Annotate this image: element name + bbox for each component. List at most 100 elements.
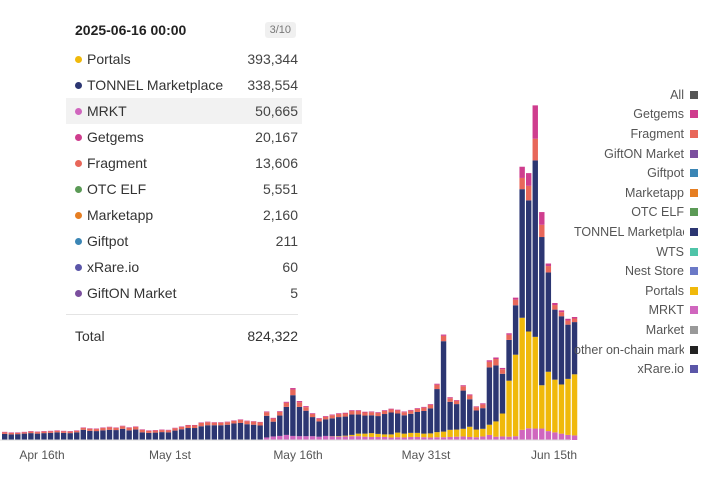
bar-segment[interactable] bbox=[349, 410, 355, 415]
bar-segment[interactable] bbox=[264, 411, 270, 413]
bar-segment[interactable] bbox=[21, 431, 28, 433]
bar-segment[interactable] bbox=[290, 435, 296, 440]
bar-segment[interactable] bbox=[512, 354, 519, 437]
bar-segment[interactable] bbox=[211, 422, 217, 423]
bar-segment[interactable] bbox=[414, 436, 421, 440]
bar-segment[interactable] bbox=[427, 408, 434, 434]
bar-segment[interactable] bbox=[434, 383, 440, 385]
bar-segment[interactable] bbox=[552, 309, 558, 380]
bar-segment[interactable] bbox=[28, 433, 34, 440]
bar-segment[interactable] bbox=[401, 437, 407, 440]
bar-segment[interactable] bbox=[185, 425, 191, 429]
bar-segment[interactable] bbox=[368, 436, 375, 440]
bar-segment[interactable] bbox=[512, 299, 519, 306]
bar-segment[interactable] bbox=[250, 421, 257, 425]
bar-segment[interactable] bbox=[453, 400, 460, 401]
bar-segment[interactable] bbox=[178, 427, 185, 430]
bar-segment[interactable] bbox=[395, 409, 401, 411]
bar-segment[interactable] bbox=[139, 432, 145, 440]
bar-segment[interactable] bbox=[506, 334, 512, 340]
bar-segment[interactable] bbox=[2, 431, 8, 433]
bar-segment[interactable] bbox=[342, 412, 348, 414]
bar-segment[interactable] bbox=[355, 410, 362, 411]
bar-segment[interactable] bbox=[545, 266, 552, 273]
bar-segment[interactable] bbox=[565, 324, 571, 379]
bar-segment[interactable] bbox=[113, 428, 119, 431]
bar-segment[interactable] bbox=[336, 413, 342, 415]
bar-segment[interactable] bbox=[526, 428, 532, 440]
bar-segment[interactable] bbox=[303, 410, 309, 437]
bar-segment[interactable] bbox=[126, 427, 132, 428]
bar-segment[interactable] bbox=[119, 428, 126, 440]
bar-segment[interactable] bbox=[493, 421, 499, 437]
bar-segment[interactable] bbox=[467, 426, 473, 437]
bar-segment[interactable] bbox=[87, 430, 93, 440]
legend-item[interactable]: Portals bbox=[560, 281, 704, 301]
bar-segment[interactable] bbox=[539, 212, 545, 225]
bar-segment[interactable] bbox=[277, 435, 283, 440]
bar-segment[interactable] bbox=[139, 429, 145, 430]
bar-segment[interactable] bbox=[322, 435, 329, 440]
bar-segment[interactable] bbox=[290, 389, 296, 396]
bar-segment[interactable] bbox=[447, 436, 453, 440]
bar-segment[interactable] bbox=[205, 421, 211, 423]
bar-segment[interactable] bbox=[54, 430, 60, 431]
bar-segment[interactable] bbox=[159, 432, 165, 440]
bar-segment[interactable] bbox=[316, 418, 322, 422]
bar-segment[interactable] bbox=[329, 418, 335, 437]
bar-segment[interactable] bbox=[87, 428, 93, 431]
bar-segment[interactable] bbox=[453, 429, 460, 437]
bar-segment[interactable] bbox=[67, 433, 73, 440]
bar-segment[interactable] bbox=[388, 437, 394, 440]
bar-segment[interactable] bbox=[15, 434, 21, 440]
bar-segment[interactable] bbox=[316, 421, 322, 437]
bar-segment[interactable] bbox=[296, 406, 303, 437]
bar-segment[interactable] bbox=[362, 411, 368, 413]
bar-segment[interactable] bbox=[532, 138, 538, 161]
bar-segment[interactable] bbox=[119, 425, 126, 427]
bar-segment[interactable] bbox=[15, 432, 21, 433]
bar-segment[interactable] bbox=[41, 433, 47, 440]
bar-segment[interactable] bbox=[316, 436, 322, 440]
bar-segment[interactable] bbox=[172, 430, 178, 440]
bar-segment[interactable] bbox=[322, 416, 329, 420]
bar-segment[interactable] bbox=[165, 432, 172, 440]
bar-segment[interactable] bbox=[146, 430, 152, 431]
bar-segment[interactable] bbox=[34, 433, 41, 440]
bar-segment[interactable] bbox=[486, 424, 493, 435]
bar-segment[interactable] bbox=[8, 434, 14, 440]
bar-segment[interactable] bbox=[191, 428, 198, 440]
bar-segment[interactable] bbox=[408, 432, 414, 437]
bar-segment[interactable] bbox=[362, 415, 368, 434]
bar-segment[interactable] bbox=[283, 406, 290, 435]
bar-segment[interactable] bbox=[571, 435, 578, 440]
bar-segment[interactable] bbox=[28, 431, 34, 434]
bar-segment[interactable] bbox=[558, 384, 565, 434]
bar-segment[interactable] bbox=[565, 318, 571, 321]
bar-segment[interactable] bbox=[349, 434, 355, 437]
bar-segment[interactable] bbox=[21, 433, 28, 440]
bar-segment[interactable] bbox=[506, 380, 512, 437]
bar-segment[interactable] bbox=[493, 436, 499, 440]
bar-segment[interactable] bbox=[486, 367, 493, 425]
bar-segment[interactable] bbox=[558, 433, 565, 440]
bar-segment[interactable] bbox=[401, 411, 407, 413]
bar-segment[interactable] bbox=[67, 431, 73, 432]
bar-segment[interactable] bbox=[381, 414, 388, 435]
bar-segment[interactable] bbox=[532, 160, 538, 337]
bar-segment[interactable] bbox=[218, 422, 224, 426]
bar-segment[interactable] bbox=[93, 428, 100, 430]
bar-segment[interactable] bbox=[106, 429, 113, 440]
bar-segment[interactable] bbox=[558, 316, 565, 385]
bar-segment[interactable] bbox=[355, 414, 362, 434]
bar-segment[interactable] bbox=[231, 420, 237, 424]
bar-segment[interactable] bbox=[87, 428, 93, 429]
bar-segment[interactable] bbox=[178, 426, 185, 428]
bar-segment[interactable] bbox=[434, 384, 440, 390]
bar-segment[interactable] bbox=[231, 423, 237, 440]
bar-segment[interactable] bbox=[447, 401, 453, 430]
legend-item[interactable]: All bbox=[560, 85, 704, 105]
bar-segment[interactable] bbox=[467, 436, 473, 440]
legend-item[interactable]: xRare.io bbox=[560, 359, 704, 379]
bar-segment[interactable] bbox=[453, 400, 460, 405]
